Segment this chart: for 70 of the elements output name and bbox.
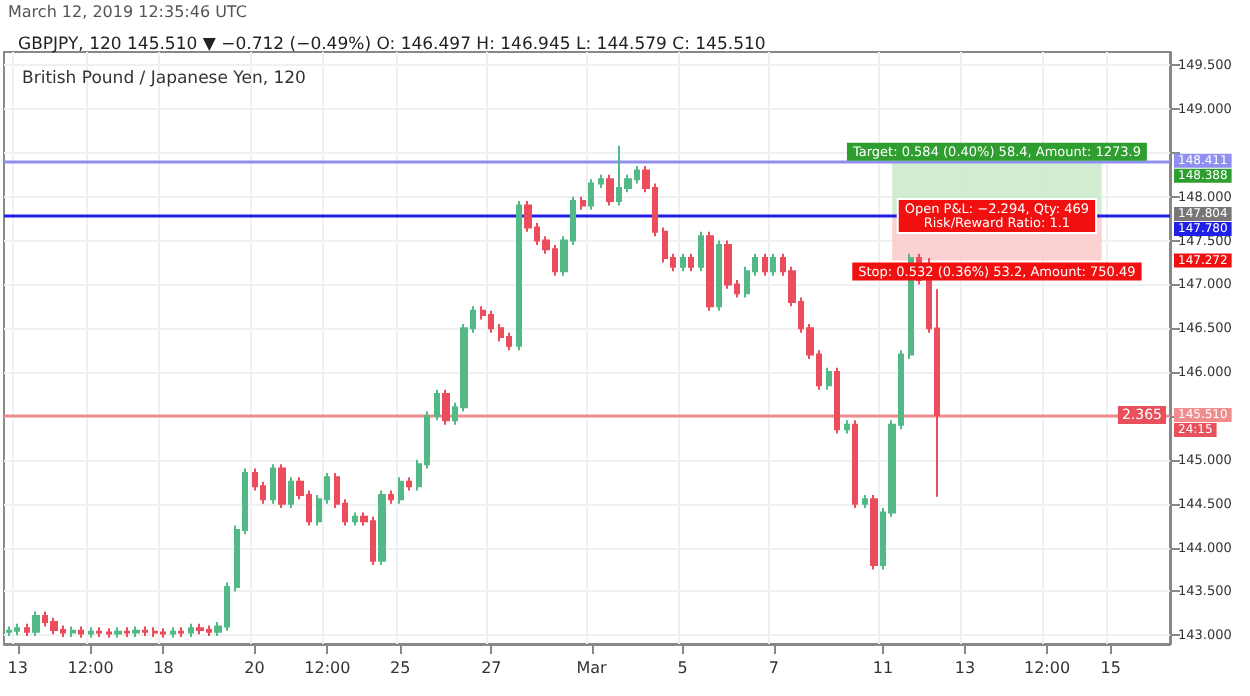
- candlestick: [50, 616, 58, 636]
- candlestick: [826, 366, 832, 391]
- chart-subtitle: GBPJPY, 120 145.510 ▼ −0.712 (−0.49%) O: 146.497 H: 146.945 L: 144.579 C: 145.510: [18, 35, 766, 55]
- x-tick-label: 27: [481, 659, 502, 677]
- candlestick: [498, 322, 504, 343]
- candlestick: [762, 252, 768, 277]
- x-tick-label: 13: [7, 659, 28, 677]
- candlestick: [378, 489, 386, 567]
- candlestick: [160, 627, 166, 639]
- candlestick: [142, 625, 148, 638]
- candlestick: [32, 610, 40, 638]
- candlestick: [178, 626, 184, 638]
- candlestick: [114, 626, 122, 639]
- candlestick: [706, 230, 714, 312]
- candlestick: [852, 419, 858, 510]
- candlestick: [588, 178, 594, 211]
- candlestick: [388, 489, 394, 505]
- candlestick: [662, 226, 668, 264]
- candlestick: [862, 493, 868, 510]
- candlestick: [170, 626, 176, 639]
- candlestick: [516, 200, 522, 352]
- candlestick: [24, 622, 30, 638]
- candlestick: [870, 493, 878, 571]
- x-tick-label: 7: [768, 659, 779, 677]
- candlestick: [96, 626, 102, 638]
- candlestick: [270, 463, 276, 505]
- candlestick: [598, 173, 604, 189]
- x-tick-label: 5: [677, 659, 688, 677]
- x-tick-label: 18: [153, 659, 174, 677]
- candlestick: [6, 625, 12, 638]
- candlestick: [716, 239, 722, 312]
- candlestick: [434, 388, 440, 422]
- candlestick: [488, 309, 494, 334]
- candlestick: [844, 419, 850, 435]
- candlestick: [406, 476, 412, 492]
- x-tick-label: 20: [244, 659, 265, 677]
- candlestick: [124, 626, 130, 638]
- candlestick: [78, 625, 84, 639]
- x-tick-label: 12:00: [67, 659, 114, 677]
- text: March 12, 2019 12:35:46 UTC: [8, 3, 248, 21]
- candlestick: [132, 625, 140, 638]
- x-tick-label: 15: [1100, 659, 1121, 677]
- candlestick: [506, 331, 512, 352]
- candlestick: [288, 476, 294, 510]
- x-tick-label: 13: [954, 659, 976, 677]
- candlestick: [88, 626, 94, 639]
- candlestick: [688, 252, 694, 273]
- x-tick-label: 25: [390, 659, 411, 677]
- text: British Pound / Japanese Yen, 120: [22, 69, 306, 89]
- candlestick: [196, 622, 204, 636]
- candlestick: [724, 239, 732, 290]
- candlestick: [580, 195, 586, 211]
- candlestick: [106, 627, 112, 639]
- candlestick: [188, 622, 194, 638]
- candlestick: [698, 230, 704, 273]
- candlestick: [278, 463, 286, 510]
- x-tick-label: Mar: [576, 659, 609, 677]
- candlestick: [770, 252, 776, 277]
- x-tick-label: 11: [872, 659, 894, 677]
- candlestick: [152, 626, 158, 638]
- candlestick: [70, 625, 76, 638]
- candlestick: [834, 366, 840, 435]
- candlestick: [606, 173, 614, 207]
- candlestick: [442, 388, 450, 426]
- x-tick-label: 12:00: [1023, 659, 1071, 677]
- candlestick: [14, 622, 20, 637]
- candlestick: [352, 511, 358, 527]
- x-tick-label: 12:00: [304, 659, 351, 677]
- candlestick: [680, 252, 686, 273]
- candlestick: [398, 476, 404, 505]
